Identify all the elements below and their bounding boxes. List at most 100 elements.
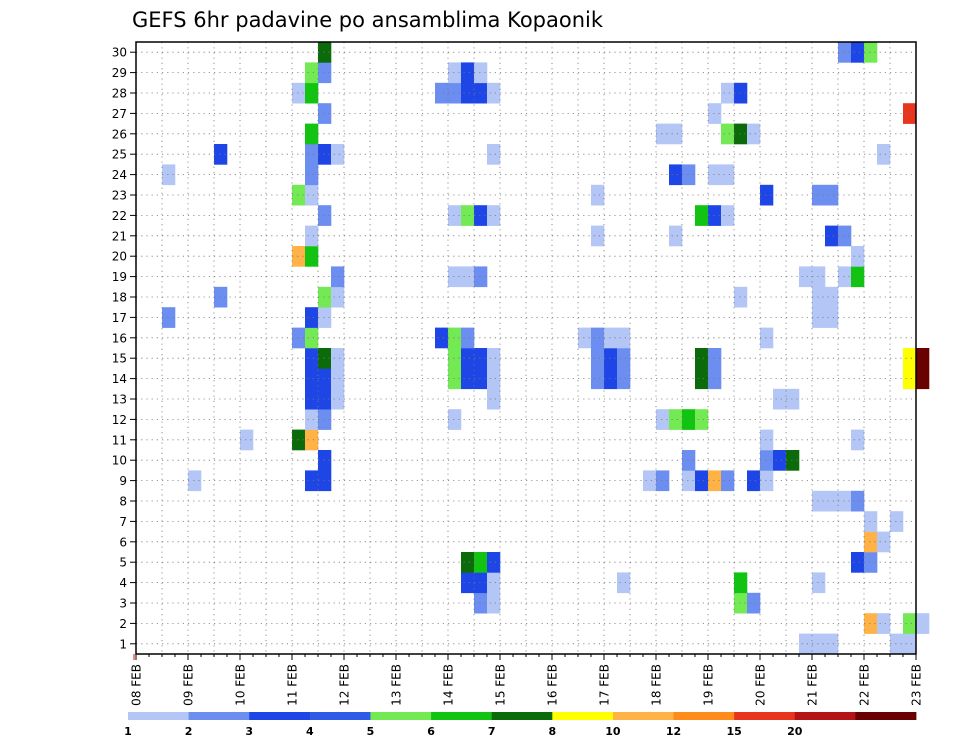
y-tick-label: 29 — [112, 66, 127, 80]
y-tick-label: 23 — [112, 189, 127, 203]
y-tick-label: 24 — [112, 168, 127, 182]
x-tick-label: 17 FEB — [598, 664, 612, 706]
precip-cell — [461, 62, 475, 84]
precip-cell — [669, 123, 683, 145]
y-tick-label: 3 — [119, 597, 127, 611]
x-tick-label: 13 FEB — [390, 664, 404, 706]
legend-label: 1 — [124, 725, 132, 738]
precip-cell — [474, 552, 488, 573]
precip-cell — [318, 42, 332, 63]
y-tick-label: 27 — [112, 107, 127, 121]
precip-cell — [721, 470, 735, 492]
legend-swatch — [673, 712, 735, 720]
precip-cell — [318, 388, 332, 410]
precip-cell — [747, 592, 761, 614]
precip-cell — [877, 144, 891, 165]
precip-cell — [318, 470, 332, 492]
precip-cell — [487, 205, 501, 226]
precip-cell — [656, 409, 670, 430]
legend-swatch — [734, 712, 796, 720]
x-tick-label: 12 FEB — [338, 664, 352, 706]
precip-cell — [240, 429, 254, 451]
precip-cell — [760, 450, 774, 471]
precip-cell — [318, 205, 332, 226]
y-tick-label: 6 — [119, 535, 127, 549]
precip-cell — [812, 307, 826, 328]
precip-cell — [461, 552, 475, 573]
precip-cell — [487, 592, 501, 614]
y-tick-label: 20 — [112, 250, 127, 264]
precip-cell — [708, 205, 722, 226]
precip-cell — [734, 82, 748, 104]
precip-cell — [903, 633, 917, 655]
precip-cell — [331, 368, 345, 390]
precip-cell — [877, 613, 891, 634]
precip-cell — [591, 327, 605, 349]
precipitation-cells — [162, 42, 930, 655]
precip-cell — [721, 205, 735, 226]
precip-cell — [448, 266, 462, 288]
precip-cell — [643, 470, 657, 492]
y-tick-label: 4 — [119, 576, 127, 590]
x-tick-label: 11 FEB — [286, 664, 300, 706]
precip-cell — [617, 368, 631, 390]
precip-cell — [318, 144, 332, 165]
precip-cell — [474, 368, 488, 390]
precip-cell — [682, 164, 696, 186]
legend-label: 2 — [185, 725, 193, 738]
y-tick-label: 21 — [112, 229, 127, 243]
dotted-grid — [136, 42, 916, 654]
precip-cell — [461, 266, 475, 288]
legend-label: 6 — [427, 725, 435, 738]
precip-cell — [617, 327, 631, 349]
precip-cell — [747, 470, 761, 492]
precip-cell — [864, 552, 878, 573]
precip-cell — [916, 348, 930, 369]
precip-cell — [435, 82, 449, 104]
legend-swatch — [249, 712, 311, 720]
precip-cell — [305, 368, 319, 390]
legend-label: 10 — [605, 725, 621, 738]
x-tick-label: 10 FEB — [234, 664, 248, 706]
precip-cell — [747, 123, 761, 145]
precip-cell — [669, 409, 683, 430]
precip-cell — [292, 246, 306, 267]
precip-cell — [734, 123, 748, 145]
precip-cell — [214, 286, 228, 308]
precip-cell — [292, 82, 306, 104]
precip-cell — [305, 184, 319, 206]
precip-cell — [838, 42, 852, 63]
precip-cell — [305, 409, 319, 430]
precip-cell — [864, 531, 878, 553]
precip-cell — [448, 409, 462, 430]
precip-cell — [825, 633, 839, 655]
legend-swatch — [855, 712, 917, 720]
precip-cell — [461, 368, 475, 390]
precip-cell — [721, 164, 735, 186]
precip-cell — [617, 572, 631, 594]
precip-cell — [162, 307, 176, 328]
x-tick-label: 23 FEB — [910, 664, 924, 706]
precip-cell — [877, 531, 891, 553]
precip-cell — [305, 388, 319, 410]
precip-cell — [708, 164, 722, 186]
precip-cell — [162, 164, 176, 186]
precip-cell — [851, 246, 865, 267]
legend-label: 15 — [726, 725, 741, 738]
color-legend: 1 2 3 4 5 6 7 8 10 12 15 20 — [124, 712, 917, 738]
precip-cell — [695, 409, 709, 430]
x-axis: 08 FEB 09 FEB 10 FEB 11 FEB 12 FEB 13 FEB 14 F… — [130, 654, 924, 706]
precip-cell — [760, 429, 774, 451]
legend-swatch — [188, 712, 250, 720]
precip-cell — [890, 511, 904, 532]
precip-cell — [916, 368, 930, 390]
precip-cell — [448, 348, 462, 369]
precip-cell — [448, 62, 462, 84]
precip-cell — [305, 429, 319, 451]
precip-cell — [474, 348, 488, 369]
y-tick-label: 11 — [112, 433, 127, 447]
y-tick-label: 28 — [112, 87, 127, 101]
precip-cell — [903, 348, 917, 369]
x-tick-label: 15 FEB — [494, 664, 508, 706]
precip-cell — [305, 307, 319, 328]
